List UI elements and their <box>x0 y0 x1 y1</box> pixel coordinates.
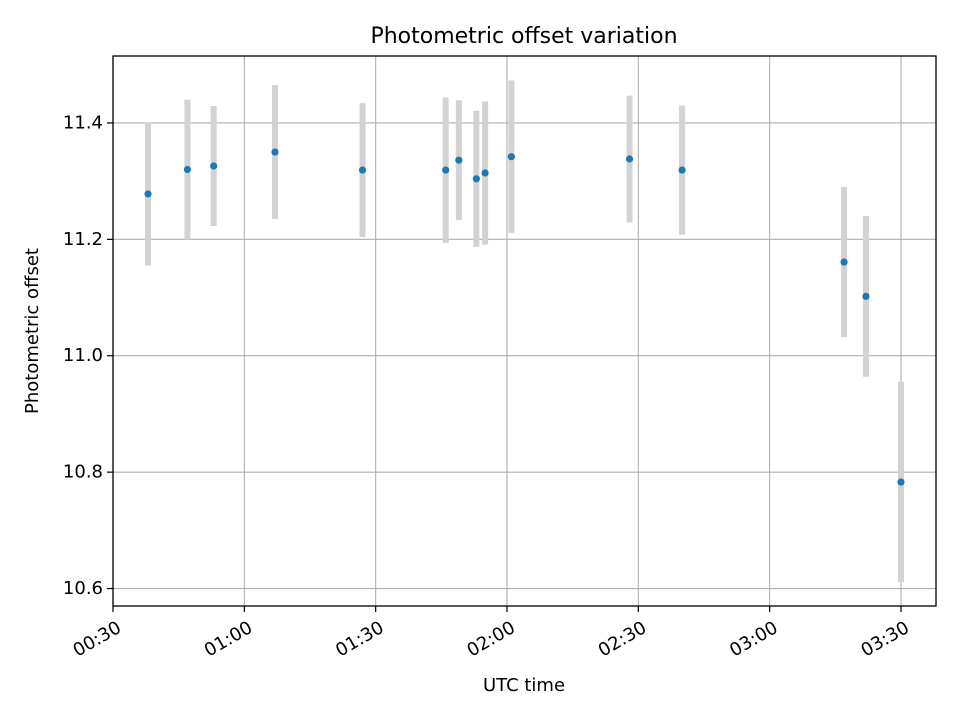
data-point <box>472 175 480 183</box>
data-point <box>625 155 634 163</box>
data-point <box>481 169 489 177</box>
data-point <box>183 165 192 174</box>
y-axis: 10.6 10.8 11.0 11.2 11.4 <box>63 112 113 599</box>
data-point <box>840 258 848 266</box>
y-tick-label: 10.8 <box>63 462 103 483</box>
y-tick-label: 11.0 <box>63 345 103 366</box>
data-point <box>442 166 450 174</box>
grid-lines <box>112 56 936 606</box>
data-point <box>897 478 905 486</box>
y-axis-label: Photometric offset <box>22 248 43 414</box>
data-point <box>507 153 515 161</box>
data-point <box>455 156 463 164</box>
data-point <box>678 166 686 174</box>
data-points <box>144 148 905 486</box>
data-point <box>210 162 218 170</box>
y-tick-label: 10.6 <box>63 578 103 599</box>
y-tick-label: 11.2 <box>63 229 103 250</box>
chart-title: Photometric offset variation <box>370 24 677 49</box>
data-point <box>144 190 152 198</box>
y-tick-label: 11.4 <box>63 112 103 133</box>
data-point <box>358 166 367 174</box>
x-axis-label: UTC time <box>483 675 565 696</box>
plot-frame <box>112 55 937 607</box>
data-point <box>271 148 279 156</box>
data-point <box>862 292 870 300</box>
